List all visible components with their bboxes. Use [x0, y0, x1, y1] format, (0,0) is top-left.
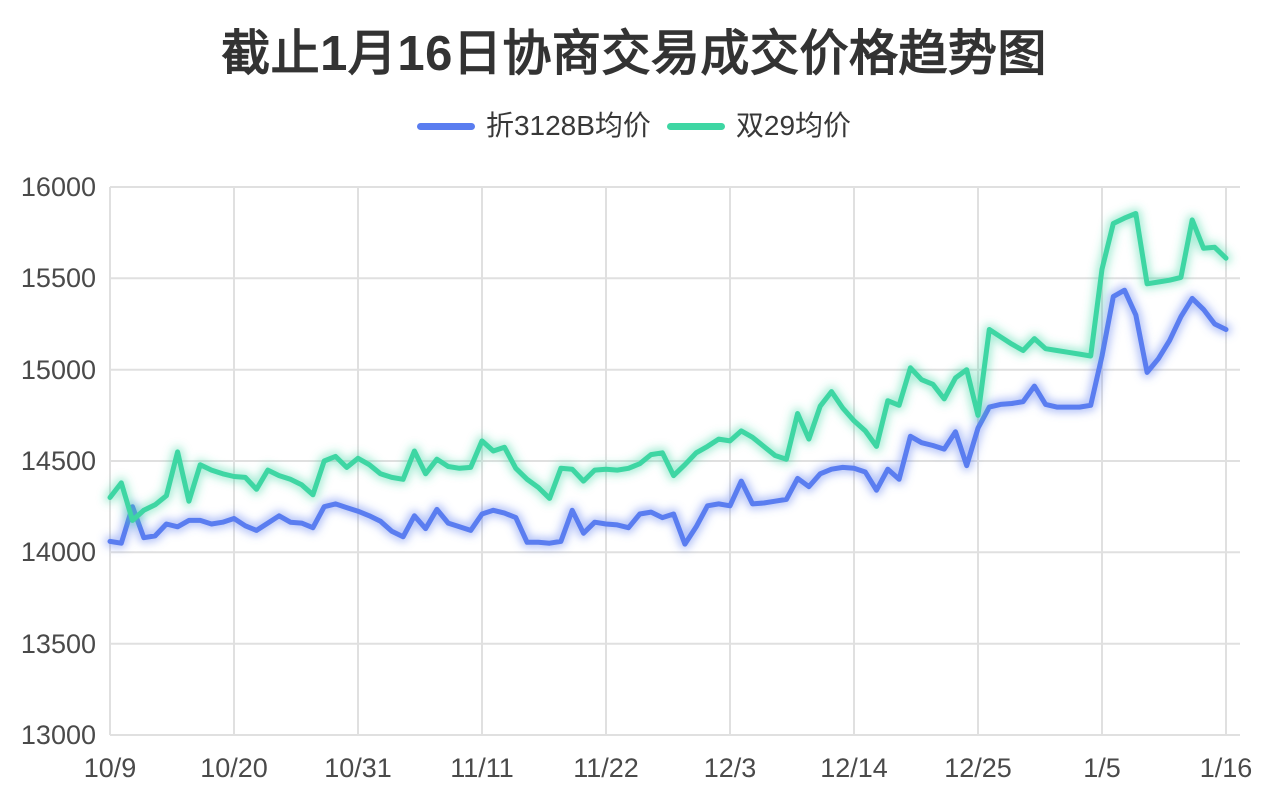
x-axis-tick-label: 10/31 — [324, 753, 392, 783]
legend-label-shuang29: 双29均价 — [735, 110, 852, 141]
chart-legend: 折3128B均价 双29均价 — [0, 108, 1268, 144]
legend-label-3128b: 折3128B均价 — [485, 110, 651, 141]
chart-title: 截止1月16日协商交易成交价格趋势图 — [221, 27, 1047, 81]
y-axis-tick-label: 14500 — [20, 446, 96, 476]
legend-marker-3128b-line — [416, 122, 475, 130]
legend-item-3128b[interactable]: 折3128B均价 — [416, 110, 651, 141]
x-axis-tick-label: 10/20 — [200, 753, 268, 783]
x-axis-tick-label: 12/25 — [944, 753, 1012, 783]
y-axis-tick-label: 13500 — [20, 629, 96, 659]
x-axis-tick-label: 12/14 — [820, 753, 888, 783]
y-axis-tick-label: 13000 — [20, 720, 96, 750]
y-axis-tick-label: 15000 — [20, 355, 96, 385]
series-line-1 — [107, 211, 1229, 523]
x-axis-tick-label: 11/22 — [573, 753, 639, 783]
legend-marker-shuang29-line — [666, 122, 725, 130]
x-axis-tick-label: 10/9 — [83, 753, 137, 783]
x-axis-tick-label: 11/11 — [450, 753, 514, 783]
y-axis-tick-label: 16000 — [20, 172, 96, 202]
x-axis-tick-label: 1/16 — [1199, 753, 1253, 783]
series-line-0 — [107, 287, 1229, 547]
legend-item-shuang29[interactable]: 双29均价 — [666, 110, 852, 141]
x-axis-tick-label: 12/3 — [703, 753, 757, 783]
x-axis-tick-label: 1/5 — [1083, 753, 1121, 783]
y-axis-tick-label: 14000 — [20, 537, 96, 567]
series-glow-0 — [104, 284, 1232, 550]
y-axis-tick-label: 15500 — [20, 263, 96, 293]
